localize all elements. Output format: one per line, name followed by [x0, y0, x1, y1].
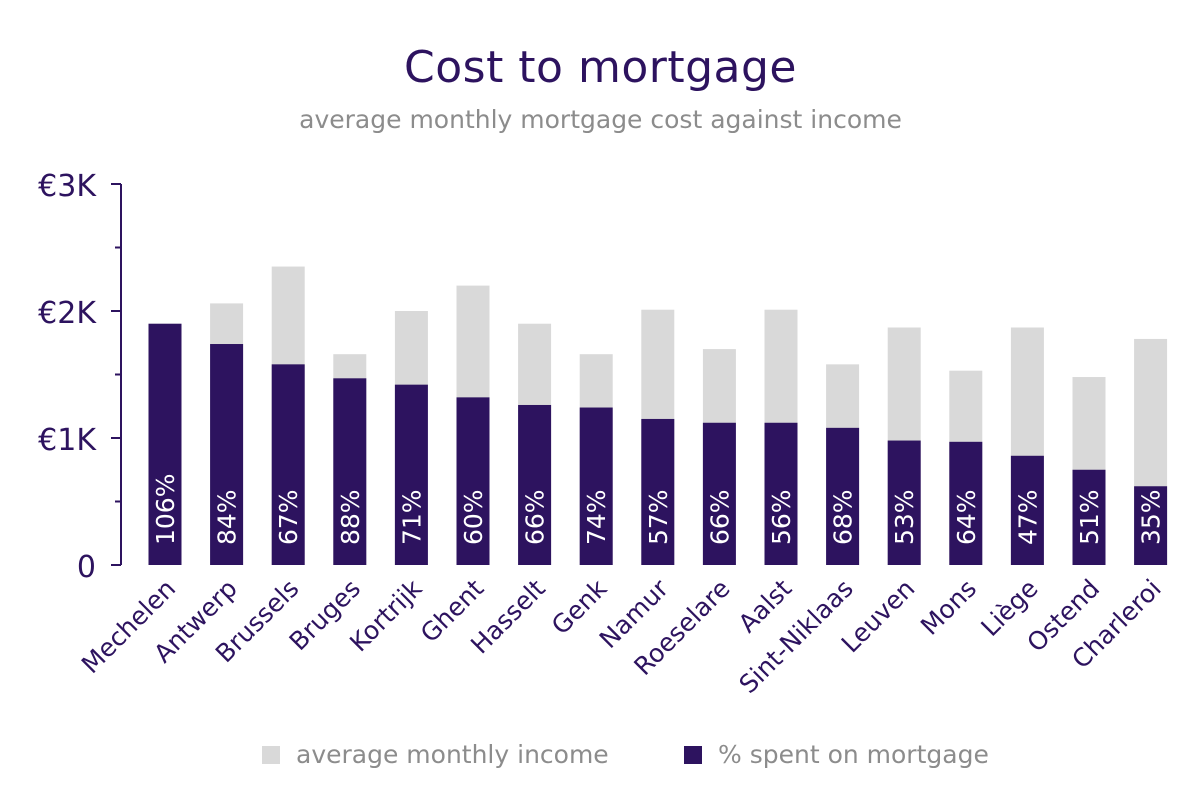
chart-title: Cost to mortgage [404, 42, 797, 93]
legend-swatch-income [262, 745, 280, 764]
bar-percent-label-16: 35% [1137, 489, 1166, 545]
bar-percent-label-3: 88% [336, 489, 365, 545]
bar-percent-label-1: 84% [213, 489, 242, 545]
bar-mortgage-1 [210, 344, 244, 565]
legend-label-mortgage: % spent on mortgage [718, 740, 989, 769]
y-tick-label: €1K [38, 423, 97, 458]
bar-percent-label-8: 57% [644, 489, 673, 545]
bar-mortgage-12 [887, 440, 921, 565]
bar-percent-label-9: 66% [705, 489, 734, 545]
legend-item-mortgage: % spent on mortgage [684, 740, 989, 769]
bar-labels: 106% 84% 67% 88% 71% 60% 66% 74% 57% 66% 56% 68% 53%… [151, 474, 1166, 545]
bar-percent-label-12: 53% [890, 489, 919, 545]
bar-percent-label-2: 67% [274, 489, 303, 545]
bar-mortgage-7 [579, 407, 613, 565]
bar-percent-label-7: 74% [582, 489, 611, 545]
legend-label-income: average monthly income [296, 740, 609, 769]
bar-percent-label-11: 68% [829, 489, 858, 545]
bar-percent-label-5: 60% [459, 489, 488, 545]
bar-mortgage-6 [518, 404, 552, 565]
legend-swatch-mortgage [684, 745, 702, 764]
bar-mortgage-5 [456, 397, 490, 565]
bar-percent-label-14: 47% [1013, 489, 1042, 545]
bar-mortgage-2 [271, 364, 305, 565]
bar-mortgage-16 [1134, 486, 1168, 565]
bar-mortgage-0 [148, 323, 182, 565]
bar-mortgage-10 [764, 422, 798, 565]
bar-mortgage-13 [949, 441, 983, 565]
bar-percent-label-0: 106% [151, 474, 180, 545]
bar-mortgage-14 [1010, 455, 1044, 565]
bar-percent-label-4: 71% [397, 489, 426, 545]
chart-subtitle: average monthly mortgage cost against in… [299, 105, 902, 134]
bar-mortgage-4 [394, 384, 428, 565]
legend-item-income: average monthly income [262, 740, 609, 769]
bar-percent-label-6: 66% [521, 489, 550, 545]
bar-percent-label-13: 64% [952, 489, 981, 545]
bar-mortgage-9 [702, 422, 736, 565]
y-tick-label: €2K [38, 296, 97, 331]
bar-percent-label-15: 51% [1075, 489, 1104, 545]
bars [148, 266, 1168, 565]
bar-mortgage-8 [641, 418, 675, 565]
y-tick-label: 0 [77, 550, 96, 585]
x-tick-label-13: Mons [915, 574, 982, 641]
bar-mortgage-15 [1072, 469, 1106, 565]
bar-mortgage-3 [333, 378, 367, 565]
bar-percent-label-10: 56% [767, 489, 796, 545]
y-axis: 0 €1K €2K €3K [38, 169, 122, 585]
x-axis-labels: MechelenAntwerpBrusselsBrugesKortrijkGhe… [76, 573, 1167, 699]
bar-mortgage-11 [826, 427, 860, 565]
y-tick-label: €3K [38, 169, 97, 204]
